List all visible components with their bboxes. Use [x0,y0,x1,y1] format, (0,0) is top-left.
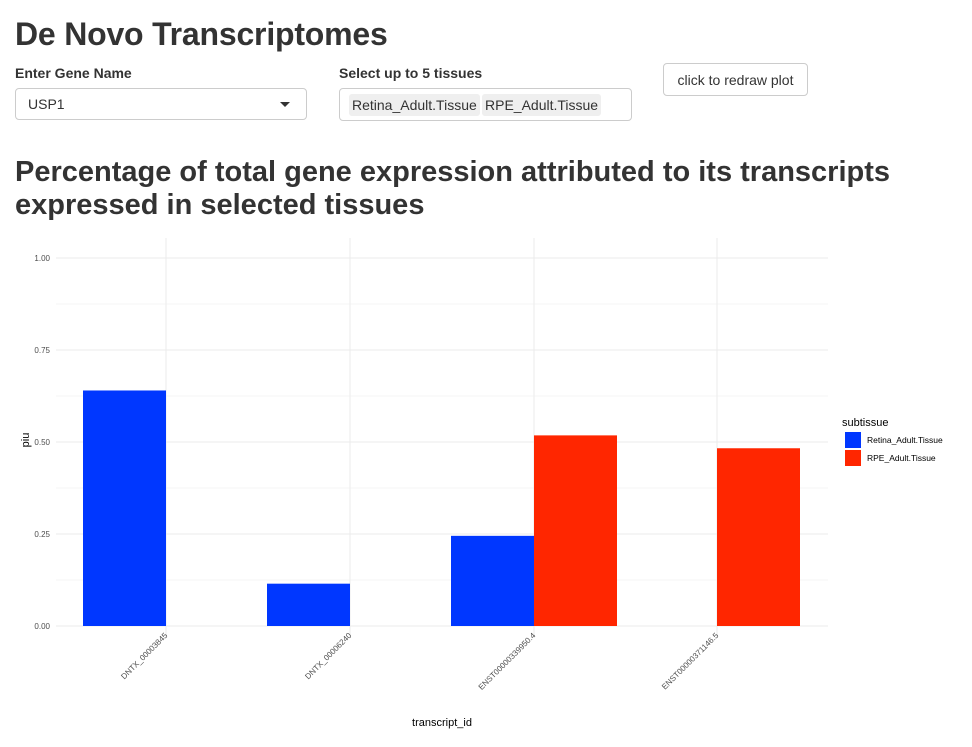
grid [56,238,828,638]
legend: subtissue Retina_Adult.Tissue RPE_Adult.T… [842,417,943,466]
plot-heading: Percentage of total gene expression attr… [15,156,891,221]
y-tick-label: 1.00 [34,254,50,263]
bar [267,583,350,626]
y-tick-label: 0.00 [34,622,50,631]
tissue-chip-retina[interactable]: Retina_Adult.Tissue [349,94,480,116]
redraw-plot-button[interactable]: click to redraw plot [663,63,808,96]
y-tick-label: 0.25 [34,530,50,539]
x-tick-label: DNTX_00003845 [119,631,169,681]
x-tick-label: ENST00000339950.4 [477,631,538,692]
legend-label: Retina_Adult.Tissue [867,435,943,445]
y-tick-label: 0.50 [34,438,50,447]
legend-label: RPE_Adult.Tissue [867,453,936,463]
legend-key [845,432,861,448]
tissue-multiselect[interactable]: Retina_Adult.Tissue RPE_Adult.Tissue [339,88,632,121]
y-tick-label: 0.75 [34,346,50,355]
y-axis-title: piu [20,433,32,448]
bar [534,435,617,626]
gene-name-label: Enter Gene Name [15,65,132,81]
gene-select[interactable]: USP1 [15,88,307,120]
legend-key [845,450,861,466]
y-axis-ticks: 0.00 0.25 0.50 0.75 1.00 [34,254,50,631]
page-title: De Novo Transcriptomes [15,16,388,52]
tissue-chip-rpe[interactable]: RPE_Adult.Tissue [482,94,602,116]
bar [717,448,800,626]
legend-title: subtissue [842,417,888,429]
x-axis-ticks: DNTX_00003845 DNTX_00006240 ENST0000033995… [119,631,720,692]
bar-chart: 0.000.250.500.751.00 DNTX_00003845 DNTX_0… [20,238,943,729]
chevron-down-icon[interactable] [280,102,290,107]
bar [83,390,166,626]
x-axis-title: transcript_id [412,717,472,729]
bars [83,390,800,626]
gene-select-value: USP1 [28,96,65,112]
x-tick-label: DNTX_00006240 [303,631,353,681]
bar [451,535,534,626]
tissue-select-label: Select up to 5 tissues [339,65,483,81]
x-tick-label: ENST00000371146.5 [660,631,721,692]
